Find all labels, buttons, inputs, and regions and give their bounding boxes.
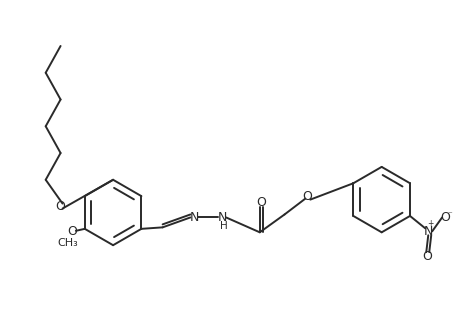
Text: CH₃: CH₃ xyxy=(58,238,78,248)
Text: O: O xyxy=(440,211,450,224)
Text: O: O xyxy=(56,200,66,213)
Text: N: N xyxy=(424,225,433,238)
Text: O: O xyxy=(67,225,77,238)
Text: O: O xyxy=(303,190,312,203)
Text: H: H xyxy=(220,221,228,231)
Text: O: O xyxy=(422,250,432,262)
Text: +: + xyxy=(427,219,433,228)
Text: ⁻: ⁻ xyxy=(448,210,453,219)
Text: N: N xyxy=(189,211,199,224)
Text: O: O xyxy=(256,196,266,209)
Text: N: N xyxy=(218,211,227,224)
